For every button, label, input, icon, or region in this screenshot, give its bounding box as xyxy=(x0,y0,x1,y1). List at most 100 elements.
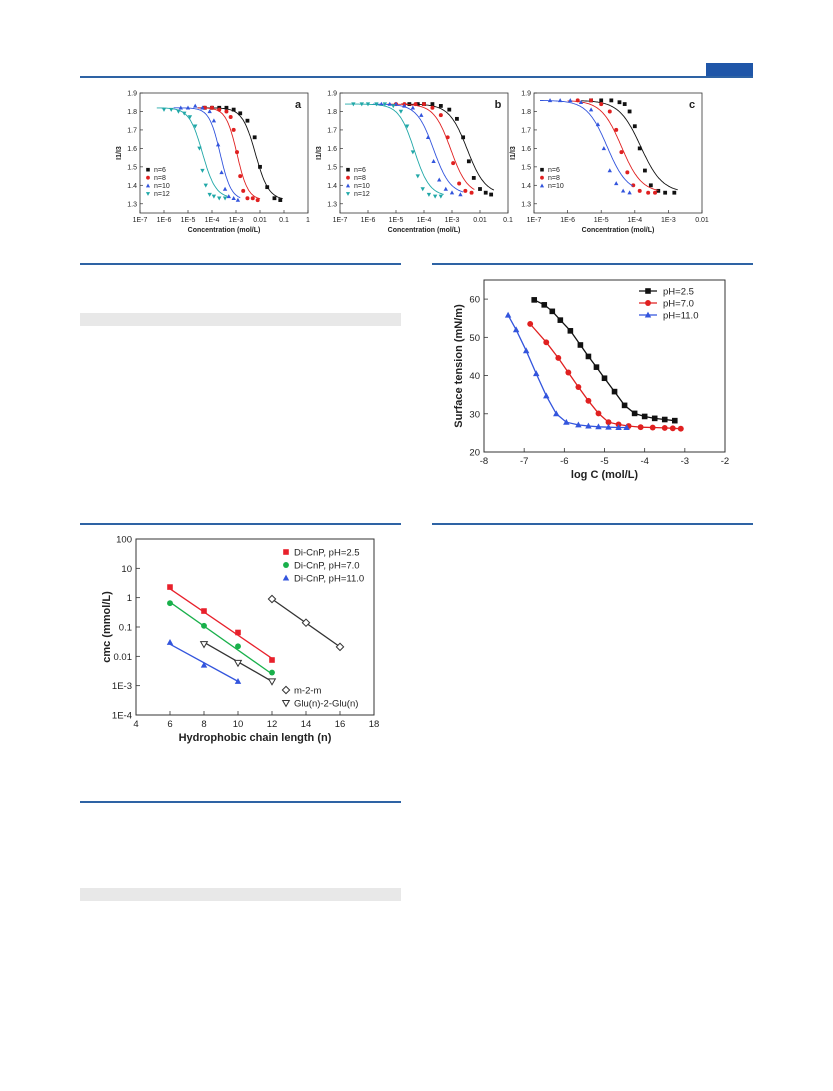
data-point xyxy=(593,364,600,370)
data-point xyxy=(641,413,648,420)
legend-marker xyxy=(281,699,291,708)
data-point xyxy=(469,190,474,195)
data-point xyxy=(200,661,208,668)
data-point xyxy=(272,196,277,201)
legend-label: Di-CnP, pH=2.5 xyxy=(294,548,360,559)
legend-marker xyxy=(283,562,289,568)
text-highlight-bar-1 xyxy=(80,313,401,326)
data-point xyxy=(222,186,228,191)
fluorescence-chart-b: 1E-7 1E-6 1E-5 1E-4 1E-3 0.01 0.1 1.3 1.4 1.5 1.6 1… xyxy=(316,91,513,235)
data-point xyxy=(565,369,572,376)
y-tick-label: 1.7 xyxy=(127,127,137,134)
data-point xyxy=(187,115,193,120)
x-tick-label: 16 xyxy=(335,719,346,730)
data-point xyxy=(267,678,277,686)
series-n=12 xyxy=(345,102,444,199)
panel-label: b xyxy=(495,99,502,111)
data-point xyxy=(656,188,661,193)
x-axis-label: Concentration (mol/L) xyxy=(188,227,261,234)
data-point xyxy=(622,102,627,106)
data-point xyxy=(451,161,456,166)
data-point xyxy=(422,102,426,107)
data-point xyxy=(178,105,183,110)
data-point xyxy=(557,317,564,323)
legend-marker xyxy=(145,183,151,188)
section-rule-right-1 xyxy=(432,263,753,265)
header-color-tab xyxy=(706,63,753,77)
legend-marker xyxy=(346,167,350,172)
x-tick-label: -3 xyxy=(681,456,689,467)
data-point xyxy=(555,355,562,361)
data-point xyxy=(210,105,214,110)
data-point xyxy=(425,135,431,140)
data-point xyxy=(627,190,632,195)
data-point xyxy=(631,183,636,188)
panel-label: a xyxy=(295,99,302,111)
fit-curve xyxy=(173,107,241,199)
series-pH=2.5 xyxy=(531,297,678,424)
data-point xyxy=(419,112,424,117)
data-point xyxy=(217,107,222,112)
data-point xyxy=(617,100,622,105)
fit-curve xyxy=(401,103,495,191)
legend-label: n=6 xyxy=(154,167,166,174)
fluorescence-chart-a: 1E-7 1E-6 1E-5 1E-4 1E-3 0.01 0.1 1 1.3 1.4 1.5 1.6… xyxy=(116,91,310,235)
data-point xyxy=(532,370,540,377)
y-tick-label: 1.4 xyxy=(327,183,337,190)
y-tick-label: 1.3 xyxy=(327,201,337,208)
series-n=8 xyxy=(567,98,659,195)
series-n=8 xyxy=(197,105,261,203)
x-tick-label: 1E-6 xyxy=(157,217,172,224)
legend-label: n=12 xyxy=(154,191,170,198)
data-point xyxy=(599,102,604,107)
text-highlight-bar-2 xyxy=(80,888,401,901)
data-point xyxy=(231,127,236,132)
legend-label: n=10 xyxy=(354,183,370,190)
x-tick-label: 0.01 xyxy=(695,217,709,224)
data-point xyxy=(578,99,584,104)
data-point xyxy=(607,168,612,173)
fit-curve xyxy=(373,103,464,193)
data-point xyxy=(211,194,217,199)
series-line xyxy=(533,299,675,422)
data-point xyxy=(443,186,448,191)
data-point xyxy=(646,190,651,195)
data-point xyxy=(478,187,482,191)
data-point xyxy=(585,353,592,360)
header-rule xyxy=(80,76,753,78)
x-tick-label: 1E-3 xyxy=(661,217,676,224)
data-point xyxy=(437,177,442,182)
data-point xyxy=(601,146,607,151)
x-tick-label: 1E-4 xyxy=(417,217,432,224)
data-point xyxy=(415,174,420,179)
data-point xyxy=(643,168,647,173)
data-point xyxy=(620,188,626,193)
data-point xyxy=(250,196,255,201)
x-tick-label: -6 xyxy=(560,456,568,467)
data-point xyxy=(547,98,553,103)
data-point xyxy=(351,102,356,107)
legend-label: Di-CnP, pH=7.0 xyxy=(294,561,360,572)
x-tick-label: 1E-5 xyxy=(389,217,404,224)
data-point xyxy=(621,402,628,409)
y-tick-label: 1.8 xyxy=(521,109,531,116)
legend-marker xyxy=(281,685,291,695)
fit-curve xyxy=(567,100,659,191)
x-axis-label: Concentration (mol/L) xyxy=(582,227,655,234)
data-point xyxy=(677,425,684,432)
data-point xyxy=(614,127,619,132)
data-point xyxy=(391,104,396,109)
data-point xyxy=(265,185,270,190)
data-point xyxy=(415,102,420,106)
x-tick-label: 1E-3 xyxy=(229,217,244,224)
data-point xyxy=(653,190,658,195)
legend-marker xyxy=(145,192,151,196)
data-point xyxy=(625,170,630,175)
data-point xyxy=(512,326,520,333)
data-point xyxy=(207,192,212,197)
data-point xyxy=(193,103,198,108)
legend-label: n=8 xyxy=(548,175,560,182)
x-tick-label: -4 xyxy=(640,456,648,467)
data-point xyxy=(543,339,550,346)
x-tick-label: 1E-4 xyxy=(627,217,642,224)
